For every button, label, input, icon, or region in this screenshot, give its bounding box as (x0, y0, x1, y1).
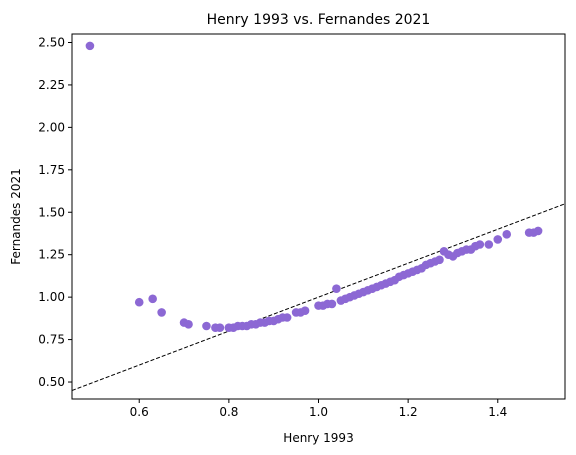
points-layer (85, 41, 543, 332)
y-tick-label: 0.75 (38, 333, 65, 347)
data-point (300, 306, 310, 316)
x-tick-label: 1.4 (488, 405, 507, 419)
y-tick-label: 2.00 (38, 120, 65, 134)
data-point (157, 308, 166, 317)
x-tick-label: 0.6 (130, 405, 149, 419)
data-point (85, 41, 95, 51)
data-point (502, 230, 512, 239)
chart-title: Henry 1993 vs. Fernandes 2021 (207, 12, 431, 28)
data-point (484, 240, 494, 249)
y-tick-label: 0.50 (38, 375, 65, 389)
reference-line-layer (72, 203, 565, 391)
x-tick-label: 0.8 (219, 405, 238, 419)
data-point (435, 255, 444, 265)
data-point (215, 323, 225, 332)
y-tick-label: 1.75 (38, 163, 65, 177)
data-point (282, 313, 292, 322)
y-tick-label: 1.25 (38, 248, 65, 262)
data-point (332, 284, 341, 293)
plot-area (72, 34, 565, 399)
x-tick-label: 1.2 (399, 405, 418, 419)
reference-line (72, 203, 565, 391)
x-tick-label: 1.0 (309, 405, 328, 419)
data-point (134, 297, 144, 307)
x-axis-ticks: 0.6 0.8 1.0 1.2 1.4 (130, 399, 507, 419)
data-point (327, 299, 337, 309)
data-point (493, 235, 503, 244)
y-tick-label: 2.50 (38, 35, 65, 49)
y-tick-label: 2.25 (38, 78, 65, 92)
data-point (475, 240, 485, 249)
y-tick-label: 1.50 (38, 205, 65, 219)
data-point (202, 321, 211, 331)
data-point (148, 294, 157, 304)
x-axis-label: Henry 1993 (283, 431, 353, 445)
y-axis-label: Fernandes 2021 (9, 168, 23, 265)
y-tick-label: 1.00 (38, 290, 65, 304)
data-point (184, 320, 193, 329)
y-axis-ticks: 0.50 0.75 1.00 1.25 1.50 1.75 2.00 2.25 2.50 (38, 35, 72, 389)
data-point (533, 226, 543, 236)
